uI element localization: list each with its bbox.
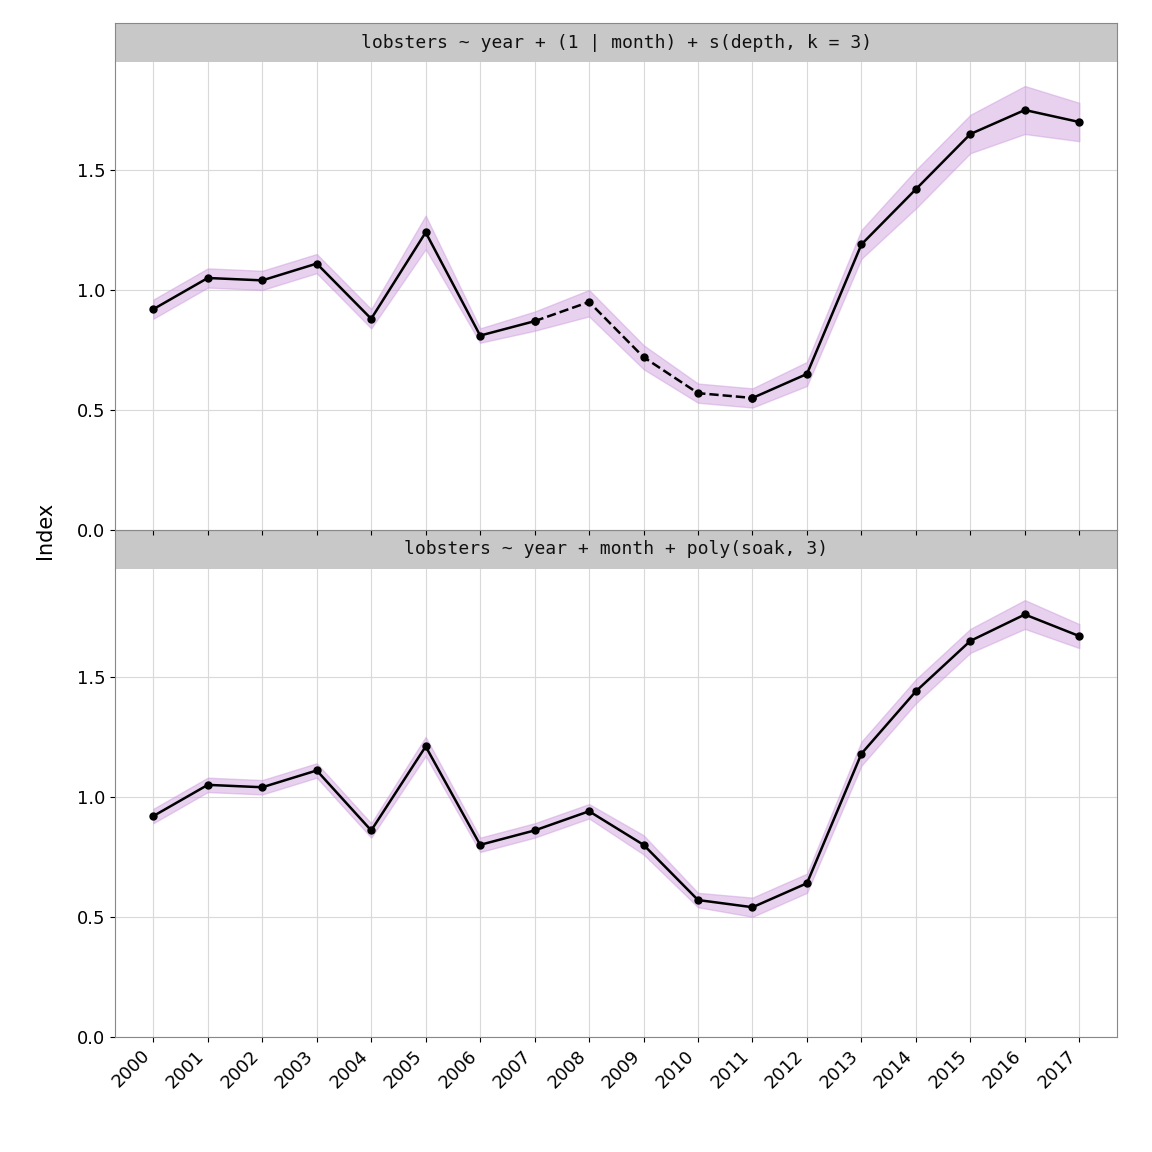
Text: lobsters ~ year + (1 | month) + s(depth, k = 3): lobsters ~ year + (1 | month) + s(depth,… [361,33,872,52]
Text: lobsters ~ year + month + poly(soak, 3): lobsters ~ year + month + poly(soak, 3) [404,540,828,559]
Text: Index: Index [35,501,54,559]
